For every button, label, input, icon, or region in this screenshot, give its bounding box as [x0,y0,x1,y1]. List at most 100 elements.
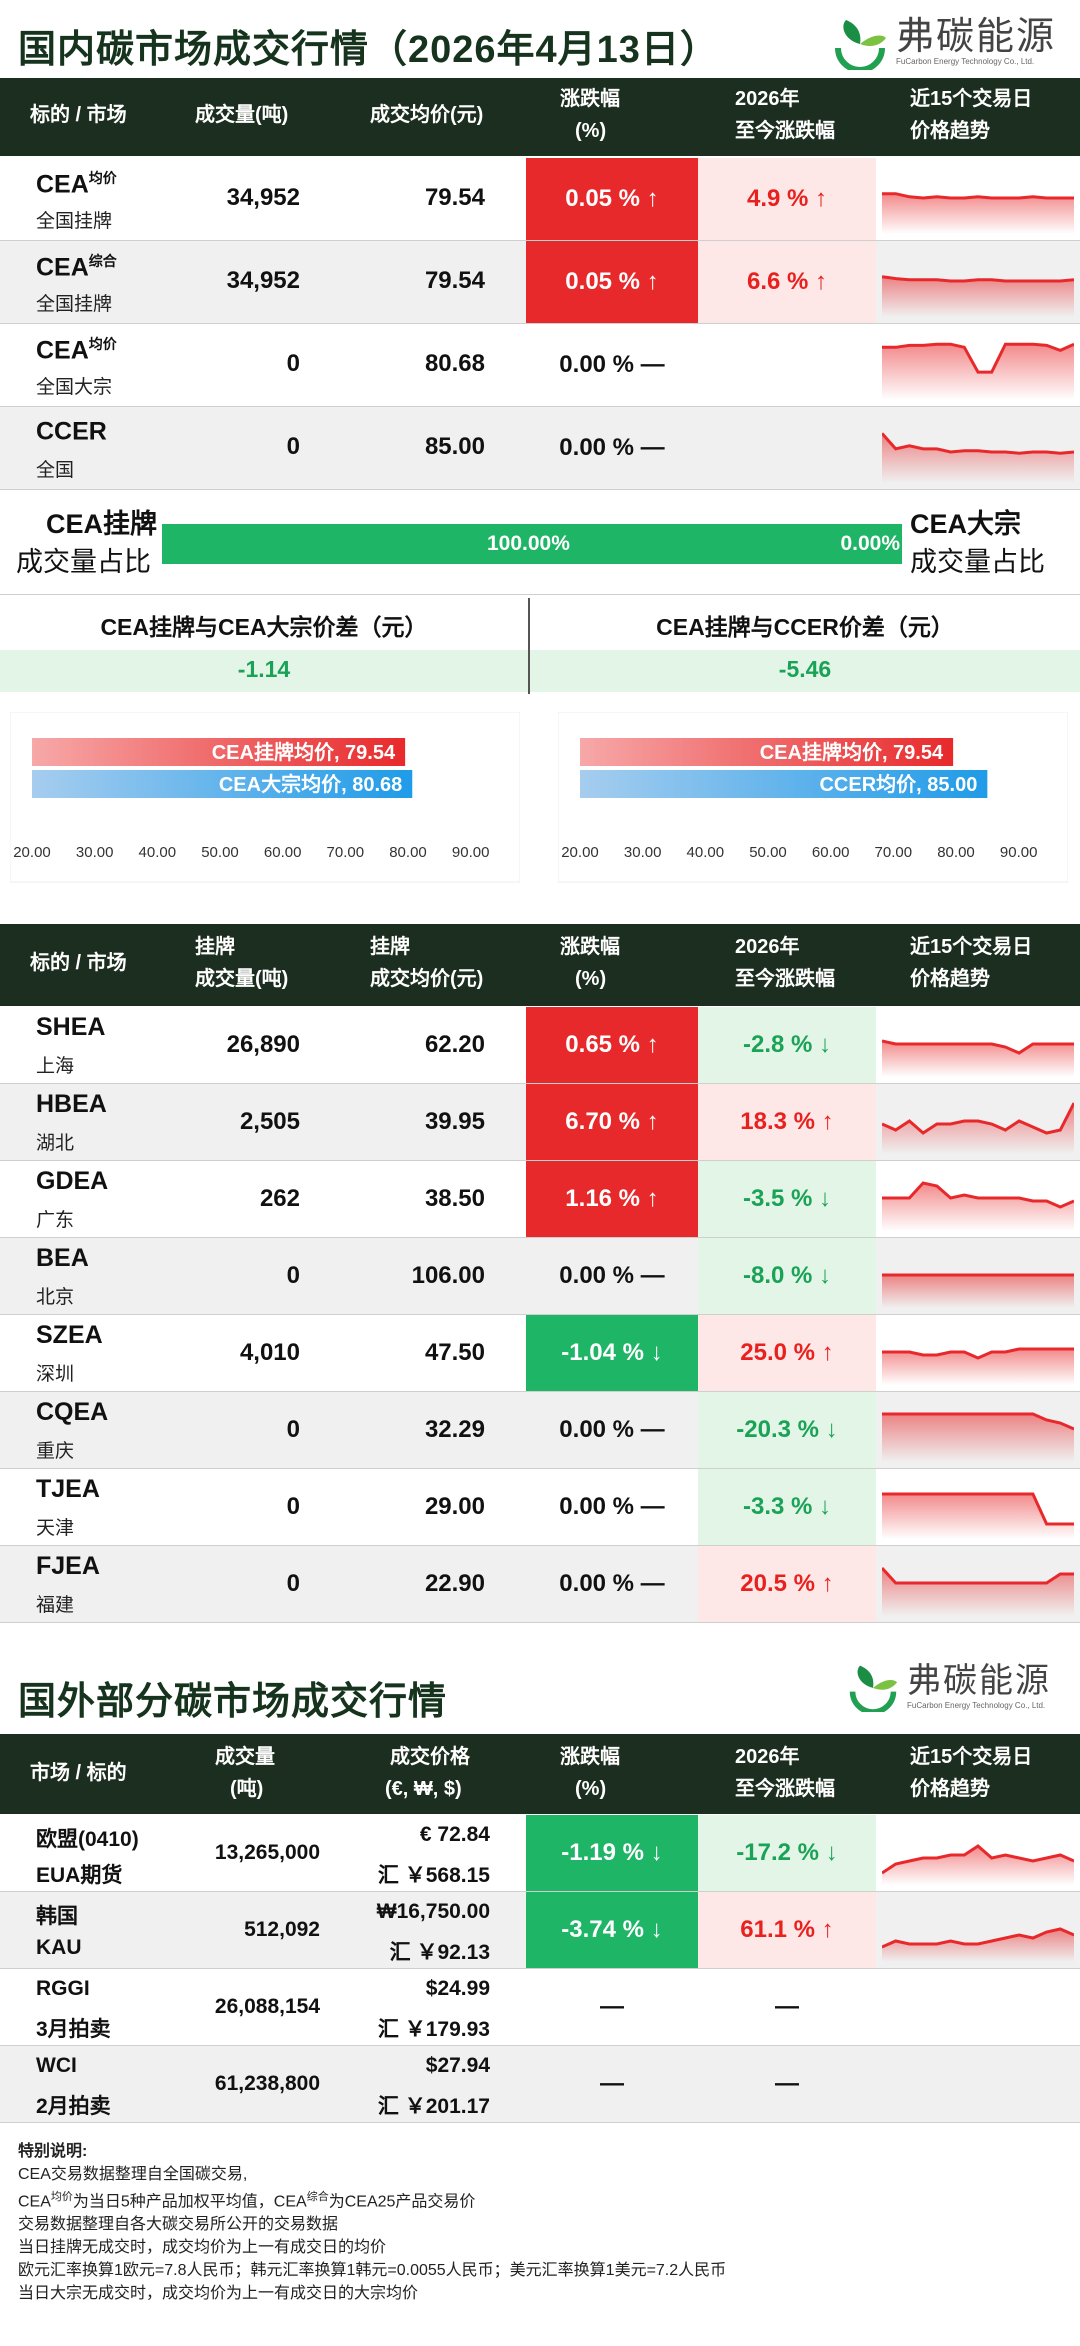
market-name: 全国 [36,460,75,481]
avg-price: 85.00 [424,433,485,460]
x-tick-label: 40.00 [687,844,725,861]
section-title-international: 国外部分碳市场成交行情 [18,1681,448,1723]
ytd-change: — [775,2070,799,2097]
x-tick-label: 50.00 [201,844,239,861]
ratio-bar: 100.00% 0.00% [162,524,902,564]
market-name: RGGI [36,1977,90,2000]
change-percent: 0.65 % ↑ [526,1007,698,1083]
avg-price: 79.54 [424,267,485,294]
market-code: TJEA [36,1475,100,1503]
price-trend-sparkline [881,275,1075,317]
market-name: 全国大宗 [36,377,113,398]
market-city: 湖北 [36,1133,75,1154]
volume: 26,088,154 [214,1995,320,2018]
x-tick-label: 70.00 [875,844,913,861]
x-tick-label: 60.00 [812,844,850,861]
volume: 26,890 [226,1031,300,1058]
market-code: SZEA [36,1321,103,1349]
instrument-name: CEA均价 [36,336,117,365]
market-city: 福建 [36,1595,75,1616]
ratio-bar-fill [162,524,902,564]
change-percent: — [600,2070,624,2097]
ytd-change: 6.6 % ↑ [698,241,876,323]
notes-line5: 欧元汇率换算1欧元=7.8人民币；韩元汇率换算1韩元=0.0055人民币；美元汇… [18,2262,727,2280]
price-original: $24.99 [425,1977,490,2000]
avg-price: 62.20 [424,1031,485,1058]
regional-market-row: GDEA 广东 262 38.50 1.16 % ↑ -3.5 % ↓ [0,1161,1080,1238]
ytd-change: 4.9 % ↑ [698,158,876,240]
price-trend-sparkline [882,1412,1075,1462]
avg-price: 29.00 [424,1493,485,1520]
h1-col5b: 至今涨跌幅 [735,120,835,142]
x-tick-label: 30.00 [624,844,662,861]
cea-row: CCER 全国 0 85.00 0.00 % — [0,407,1080,490]
x-tick-label: 90.00 [452,844,490,861]
product-name: 3月拍卖 [36,2018,111,2041]
market-code: GDEA [36,1167,109,1195]
notes-line3: 交易数据整理自各大碳交易所公开的交易数据 [18,2216,339,2234]
h3-col6a: 近15个交易日 [910,1746,1033,1768]
h1-col6b: 价格趋势 [910,120,990,142]
x-tick-label: 80.00 [937,844,975,861]
diff2-header: CEA挂牌与CCER价差（元） [656,614,954,640]
h2-col5b: 至今涨跌幅 [735,968,835,990]
notes-title: 特别说明: [18,2143,88,2160]
logo-text: 弗碳能源 [907,1662,1051,1700]
market-city: 广东 [36,1210,75,1231]
change-percent: — [600,1993,624,2020]
volume: 0 [286,350,300,377]
product-name: KAU [36,1936,82,1959]
regional-market-row: HBEA 湖北 2,505 39.95 6.70 % ↑ 18.3 % ↑ [0,1084,1080,1161]
x-tick-label: 40.00 [139,844,177,861]
ratio-left-label1: CEA挂牌 [46,509,158,539]
price-original: $27.94 [425,2054,490,2077]
h3-col2b: (吨) [230,1778,264,1800]
page-title: 国内碳市场成交行情（2026年4月13日） [18,29,719,71]
volume: 4,010 [239,1339,300,1366]
instrument-name: CEA综合 [36,253,117,282]
volume: 13,265,000 [214,1841,320,1864]
price-cny: 汇 ￥179.93 [377,2018,490,2041]
ratio-value-left: 100.00% [487,532,570,555]
ratio-value-right: 0.00% [840,532,900,555]
instrument-name: CEA均价 [36,170,117,199]
ytd-change: -8.0 % ↓ [698,1238,876,1314]
logo-subtext: FuCarbon Energy Technology Co., Ltd. [907,1701,1046,1710]
change-percent: 0.00 % — [559,351,665,378]
h3-col5a: 2026年 [735,1746,800,1768]
ytd-change: 18.3 % ↑ [698,1084,876,1160]
international-market-row: WCI 2月拍卖 61,238,800 $27.94 汇 ￥201.17 — — [0,2046,1080,2123]
change-percent: -3.74 % ↓ [526,1892,698,1968]
volume: 0 [286,433,300,460]
market-city: 天津 [36,1518,75,1539]
ytd-change [698,407,876,489]
ratio-section: CEA挂牌 成交量占比 100.00% 0.00% CEA大宗 成交量占比 [0,490,1080,595]
market-code: CQEA [36,1398,109,1426]
leaf-logo-icon [835,20,886,70]
ytd-change: 25.0 % ↑ [698,1315,876,1391]
table3-header: 市场 / 标的 成交量 (吨) 成交价格 (€, ₩, $) 涨跌幅 (%) 2… [0,1734,1080,1814]
price-trend-sparkline [881,1102,1076,1154]
ratio-left-label2: 成交量占比 [16,547,151,577]
h2-col4a: 涨跌幅 [560,936,620,958]
notes-line4: 当日挂牌无成交时，成交均价为上一有成交日的均价 [18,2239,387,2257]
bar-a [32,738,406,766]
h1-col3: 成交均价(元) [370,104,484,126]
table1-header: 标的 / 市场 成交量(吨) 成交均价(元) 涨跌幅 (%) 2026年 至今涨… [0,78,1080,156]
notes-section: 特别说明: CEA交易数据整理自全国碳交易, CEA均价为当日5种产品加权平均值… [18,2140,1068,2305]
brand-logo: 弗碳能源 FuCarbon Energy Technology Co., Ltd… [830,14,1056,70]
h2-col2b: 成交量(吨) [195,968,289,990]
market-name: WCI [36,2054,77,2077]
ytd-change: 61.1 % ↑ [698,1892,876,1968]
volume: 2,505 [239,1108,300,1135]
bar-b [580,770,988,798]
h2-col5a: 2026年 [735,936,800,958]
change-percent: -1.04 % ↓ [526,1315,698,1391]
ytd-change [698,324,876,406]
x-tick-label: 70.00 [327,844,365,861]
avg-price: 106.00 [411,1262,485,1289]
cea-row: CEA均价 全国挂牌 34,952 79.54 0.05 % ↑ 4.9 % ↑ [0,158,1080,241]
h1-col5a: 2026年 [735,88,800,110]
ratio-right-label2: 成交量占比 [910,547,1045,577]
notes-line6: 当日大宗无成交时，成交均价为上一有成交日的大宗均价 [18,2285,419,2303]
